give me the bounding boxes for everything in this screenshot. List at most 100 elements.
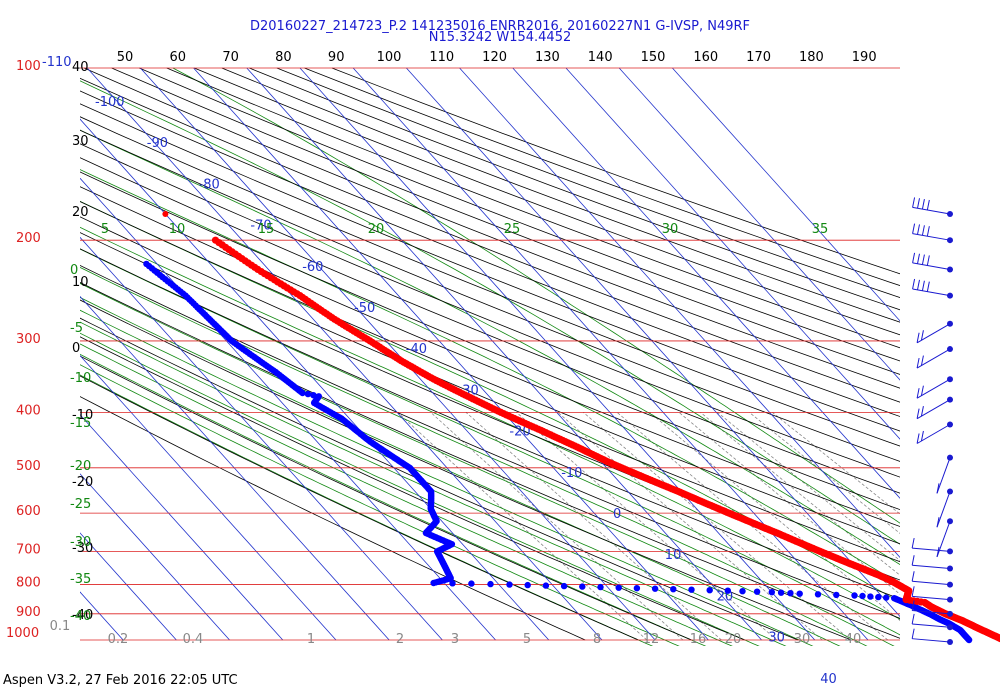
wind-barb-feather	[926, 281, 930, 292]
dry-adiabat-label: 50	[117, 50, 134, 65]
wind-barb-feather	[916, 332, 920, 343]
dewpoint-point	[560, 582, 568, 590]
isotherm-line	[352, 67, 869, 641]
isotherm-line	[246, 67, 762, 641]
wind-barb-feather	[916, 408, 920, 419]
moist-adiabat-line	[80, 321, 787, 646]
dry-adiabat-line	[80, 282, 900, 639]
dry-adiabat-label: 100	[377, 50, 402, 65]
moist-adiabat-line	[80, 129, 900, 566]
dewpoint-point	[777, 589, 785, 596]
pressure-tick-label: 700	[16, 542, 41, 557]
isotherm-label: -80	[199, 177, 220, 192]
moist-adiabat-line	[172, 67, 900, 524]
dewpoint-point	[768, 589, 775, 596]
wind-barb-staff	[912, 610, 951, 615]
dry-adiabat-label: 150	[641, 50, 666, 65]
wind-barb-feather	[920, 430, 924, 442]
wind-barb-staff	[912, 638, 951, 643]
isotherm-line	[86, 67, 603, 641]
isotherm-label: 0	[613, 507, 621, 522]
dry-adiabat-line	[80, 77, 900, 403]
moist-adiabat-label-left: -10	[70, 371, 91, 386]
wind-barb-feather	[921, 225, 925, 236]
moist-adiabat-label-top: 20	[368, 222, 385, 237]
wind-barb-staff	[936, 491, 951, 528]
dry-adiabat-line	[249, 67, 900, 311]
dry-adiabat-line	[80, 248, 900, 600]
dry-adiabat-line	[80, 143, 900, 478]
pressure-tick-label: 500	[16, 459, 41, 474]
dry-adiabat-label: 190	[852, 50, 877, 65]
left-axis-label: -30	[72, 541, 93, 556]
mixing-ratio-label: 2	[396, 632, 404, 647]
dewpoint-point	[706, 587, 713, 594]
dry-adiabat-line	[80, 157, 900, 494]
axis-labels: 1002003004005006007008009001000-110-100-…	[6, 50, 877, 687]
moist-adiabat-line	[80, 282, 868, 646]
isotherm-line	[80, 118, 550, 641]
isotherms	[0, 67, 900, 641]
temperature-point	[162, 211, 169, 218]
dry-adiabat-line	[80, 317, 799, 641]
wind-barb	[912, 278, 953, 299]
moist-adiabat-label-top: 35	[812, 222, 829, 237]
dewpoint-point	[430, 579, 437, 587]
moist-adiabat-label-left: -35	[70, 572, 91, 587]
dry-adiabat-line	[80, 116, 900, 447]
dry-adiabat-label: 120	[482, 50, 507, 65]
dry-adiabat-label: 60	[170, 50, 187, 65]
wind-barb-staff	[912, 206, 951, 215]
dry-adiabat-label: 160	[693, 50, 718, 65]
dewpoint-point	[299, 389, 306, 397]
dry-adiabat-line	[166, 67, 900, 349]
wind-barb-feather	[926, 199, 930, 211]
mixing-ratio-label: 12	[643, 632, 660, 647]
dry-adiabat-line	[139, 67, 900, 362]
wind-barb-staff	[912, 262, 951, 270]
isotherm-label: -70	[250, 219, 271, 234]
dewpoint-point	[851, 592, 858, 599]
dry-adiabat-line	[80, 90, 900, 417]
wind-barb	[916, 346, 953, 369]
dry-adiabats	[80, 67, 900, 641]
pressure-tick-label: 800	[16, 576, 41, 591]
wind-barb-feather	[912, 278, 916, 290]
pressure-tick-label: 900	[16, 605, 41, 620]
dry-adiabat-label: 180	[799, 50, 824, 65]
left-axis-label: 30	[72, 134, 89, 149]
moist-adiabat-line	[80, 296, 841, 646]
left-axis-label: 10	[72, 275, 89, 290]
isotherm-line	[0, 68, 17, 640]
isotherm-line	[565, 67, 900, 440]
isotherm-line	[512, 67, 900, 499]
isotherm-line	[459, 67, 900, 558]
wind-barb	[916, 376, 953, 399]
wind-barb-feather	[911, 571, 915, 582]
dewpoint-point	[651, 585, 659, 592]
wind-barb-feather	[911, 613, 915, 625]
dewpoint-point	[875, 593, 882, 601]
wind-barb-feather	[917, 253, 920, 264]
mixing-ratio-line	[649, 412, 900, 621]
pressure-tick-label: 1000	[6, 626, 39, 641]
wind-barb-feather	[917, 224, 920, 235]
isotherm-label: 40	[820, 672, 837, 687]
isotherm-line	[299, 67, 816, 641]
wind-barb	[911, 586, 953, 603]
mixing-ratio-line	[700, 412, 900, 576]
dry-adiabat-line	[80, 355, 692, 641]
sounding-header-line-1: D20160227_214723_P.2 141235016 ENRR2016,…	[250, 19, 750, 34]
dry-adiabat-label: 140	[588, 50, 613, 65]
dry-adiabat-label: 130	[535, 50, 560, 65]
wind-barb	[916, 396, 953, 420]
dewpoint-point	[579, 583, 586, 590]
dewpoint-point	[883, 594, 890, 601]
dry-adiabat-line	[194, 67, 900, 336]
dewpoint-point	[688, 586, 695, 593]
wind-barb-feather	[921, 280, 925, 291]
moist-adiabat-line	[80, 309, 814, 646]
footer-version: Aspen V3.2, 27 Feb 2016 22:05 UTC	[3, 673, 238, 688]
dewpoint-point	[468, 580, 475, 587]
